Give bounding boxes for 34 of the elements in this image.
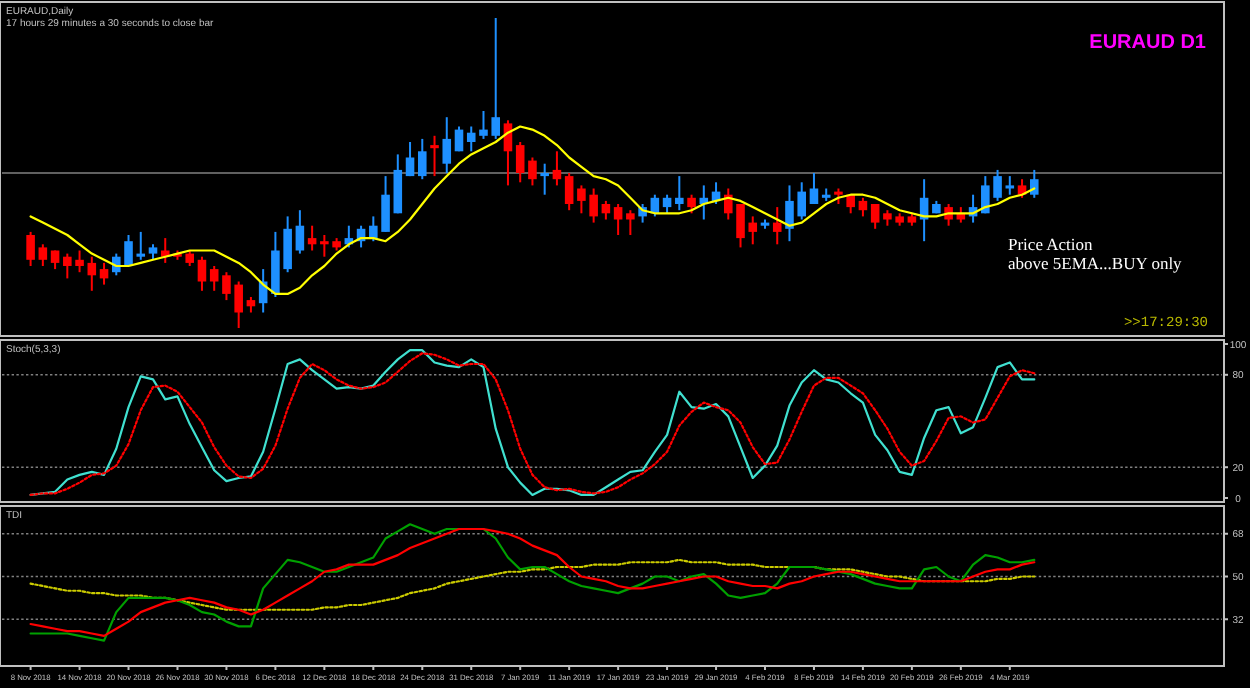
candlestick [430,134,439,178]
candlestick [809,172,819,205]
candlestick [307,224,317,252]
candlestick [675,175,684,212]
candlestick [393,153,403,215]
candlestick [26,230,35,267]
candlestick [772,206,782,246]
text: EURAUD D1 [1089,32,1207,54]
candlestick [295,209,305,255]
candlestick [540,162,549,196]
candlestick [515,141,525,184]
candlestick [38,243,48,267]
candlestick [662,193,672,215]
candlestick [1005,175,1015,196]
candlestick [870,203,880,230]
candlestick [626,209,635,236]
candlestick [454,125,464,153]
candlestick [197,255,207,292]
candlestick [209,265,219,292]
candlestick [858,196,868,218]
candlestick [613,203,623,236]
candlestick [87,255,97,292]
candlestick [601,199,611,221]
candlestick [564,172,574,212]
candlestick [99,261,109,286]
line-series [29,558,1036,611]
candlestick [552,150,562,187]
candlestick [687,193,696,215]
candlestick [405,141,415,178]
candlestick [1030,168,1039,199]
candlestick [442,116,452,174]
annotation: Price Action above 5EMA...BUY only [1008,234,1184,273]
candlestick [418,137,427,181]
candlestick [528,156,537,187]
